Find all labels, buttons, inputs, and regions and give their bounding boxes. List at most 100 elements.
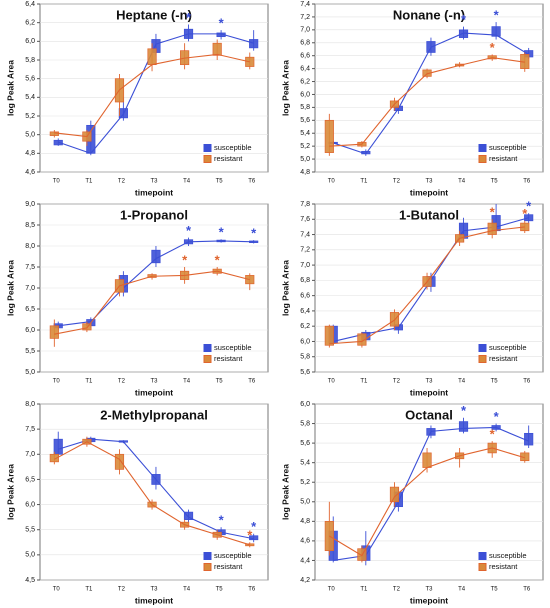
box — [324, 119, 334, 153]
legend-swatch — [478, 155, 487, 163]
x-tick-label: T6 — [523, 587, 531, 593]
y-tick-label: 5,6 — [300, 440, 310, 447]
chart-title: Octanal — [405, 407, 453, 422]
y-tick-label: 5,8 — [300, 104, 310, 111]
chart-title: Heptane (-n) — [116, 7, 192, 22]
legend-swatch — [203, 144, 212, 152]
x-axis-label: timepoint — [135, 595, 173, 605]
x-tick-label: T3 — [425, 179, 433, 185]
y-tick-label: 5,5 — [25, 527, 35, 534]
box — [245, 56, 255, 67]
y-tick-label: 8,5 — [25, 222, 35, 229]
box — [49, 453, 59, 463]
y-tick-label: 9,0 — [25, 201, 35, 208]
x-axis-label: timepoint — [135, 187, 173, 197]
x-tick-label: T4 — [183, 587, 191, 593]
legend-swatch — [203, 344, 212, 352]
x-axis-label: timepoint — [410, 387, 448, 397]
significance-mark: * — [247, 528, 253, 543]
y-tick-label: 6,4 — [25, 1, 35, 8]
y-tick-label: 7,8 — [300, 201, 310, 208]
y-tick-label: 5,2 — [25, 113, 35, 120]
y-tick-label: 7,4 — [300, 231, 310, 238]
y-axis-label: log Peak Area — [5, 464, 15, 520]
box — [147, 48, 157, 66]
y-tick-label: 6,0 — [300, 338, 310, 345]
box — [245, 543, 255, 547]
y-tick-label: 7,0 — [300, 27, 310, 34]
panel: 4,5 5,0 5,5 6,0 6,5 7,0 7,5 8,0 T0 T1 T2 T3 T4 T5 T6 ti… — [5, 401, 269, 605]
significance-mark: * — [526, 199, 532, 214]
y-tick-label: 4,6 — [25, 169, 35, 176]
x-tick-label: T5 — [491, 379, 499, 385]
x-tick-label: T6 — [523, 179, 531, 185]
legend-swatch — [478, 355, 487, 363]
x-tick-label: T3 — [425, 379, 433, 385]
y-tick-label: 6,0 — [300, 91, 310, 98]
x-tick-label: T2 — [393, 179, 401, 185]
y-tick-label: 5,2 — [300, 143, 310, 150]
y-tick-label: 6,6 — [300, 53, 310, 60]
y-tick-label: 7,6 — [300, 216, 310, 223]
y-tick-label: 6,5 — [25, 306, 35, 313]
x-tick-label: T5 — [216, 587, 224, 593]
significance-mark: * — [182, 252, 188, 267]
plot-area — [39, 3, 269, 173]
x-tick-label: T2 — [393, 379, 401, 385]
x-tick-label: T4 — [183, 379, 191, 385]
x-tick-label: T2 — [118, 179, 126, 185]
y-tick-label: 6,6 — [300, 292, 310, 299]
y-tick-label: 5,6 — [300, 369, 310, 376]
y-tick-label: 5,5 — [25, 348, 35, 355]
box — [249, 39, 259, 49]
significance-mark: * — [219, 225, 225, 240]
legend-swatch — [203, 563, 212, 571]
significance-mark: * — [219, 513, 225, 528]
chart-title: 1-Propanol — [120, 207, 188, 222]
series-line — [329, 57, 525, 147]
y-tick-label: 7,0 — [25, 285, 35, 292]
legend-label: susceptible — [214, 343, 252, 352]
y-tick-label: 7,0 — [25, 451, 35, 458]
box — [389, 486, 400, 503]
significance-mark: * — [219, 16, 225, 31]
y-tick-label: 6,5 — [25, 476, 35, 483]
y-tick-label: 6,8 — [300, 277, 310, 284]
y-tick-label: 8,0 — [25, 401, 35, 408]
x-tick-label: T6 — [248, 379, 256, 385]
y-tick-label: 6,0 — [300, 401, 310, 408]
y-tick-label: 4,8 — [300, 169, 310, 176]
y-tick-label: 4,4 — [300, 557, 310, 564]
x-tick-label: T5 — [491, 587, 499, 593]
y-axis-label: log Peak Area — [5, 260, 15, 316]
legend-label: susceptible — [214, 551, 252, 560]
x-tick-label: T3 — [150, 587, 158, 593]
box — [49, 325, 59, 339]
x-tick-label: T0 — [328, 379, 336, 385]
panel: 4,6 4,8 5,0 5,2 5,4 5,6 5,8 6,0 6,2 6,4 T0 T1 T2 T3 T4… — [5, 1, 269, 197]
y-tick-label: 5,8 — [300, 354, 310, 361]
y-tick-label: 4,8 — [25, 150, 35, 157]
series-line — [58, 33, 254, 154]
box — [183, 511, 194, 521]
legend-label: susceptible — [489, 551, 527, 560]
legend-label: resistant — [489, 562, 518, 571]
x-axis-label: timepoint — [410, 595, 448, 605]
panel: 5,0 5,5 6,0 6,5 7,0 7,5 8,0 8,5 9,0 T0 T1 T2 T3 T4 T5 T… — [5, 201, 269, 397]
y-tick-label: 5,4 — [300, 130, 310, 137]
series-line — [333, 32, 529, 155]
legend-swatch — [203, 155, 212, 163]
y-tick-label: 6,2 — [300, 323, 310, 330]
legend-label: resistant — [489, 354, 518, 363]
x-tick-label: T1 — [85, 179, 93, 185]
significance-mark: * — [186, 10, 192, 25]
y-axis-label: log Peak Area — [5, 60, 15, 116]
legend-label: susceptible — [214, 143, 252, 152]
y-tick-label: 5,8 — [25, 57, 35, 64]
series-line — [54, 441, 250, 546]
legend-swatch — [478, 563, 487, 571]
legend-swatch — [203, 552, 212, 560]
legend-swatch — [478, 344, 487, 352]
y-tick-label: 8,0 — [25, 243, 35, 250]
